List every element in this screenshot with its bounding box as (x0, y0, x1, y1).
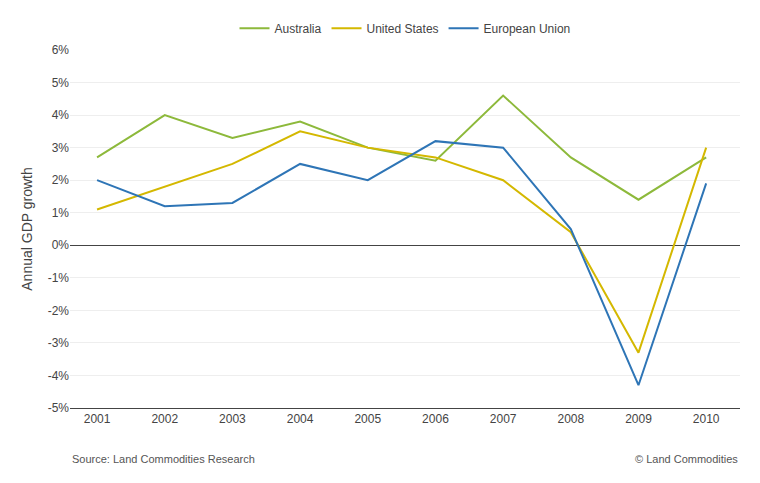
svg-text:2007: 2007 (490, 412, 517, 426)
svg-text:-3%: -3% (48, 336, 70, 350)
svg-text:2%: 2% (52, 173, 70, 187)
svg-text:-2%: -2% (48, 304, 70, 318)
svg-text:2004: 2004 (287, 412, 314, 426)
svg-text:United States: United States (367, 22, 439, 36)
svg-text:© Land Commodities: © Land Commodities (635, 453, 738, 465)
svg-text:2009: 2009 (625, 412, 652, 426)
svg-text:2002: 2002 (151, 412, 178, 426)
svg-text:3%: 3% (52, 141, 70, 155)
svg-text:4%: 4% (52, 108, 70, 122)
svg-text:Australia: Australia (275, 22, 322, 36)
svg-text:2006: 2006 (422, 412, 449, 426)
svg-text:-4%: -4% (48, 369, 70, 383)
svg-text:6%: 6% (52, 43, 70, 57)
svg-text:2001: 2001 (84, 412, 111, 426)
svg-text:1%: 1% (52, 206, 70, 220)
svg-text:-1%: -1% (48, 271, 70, 285)
svg-text:-5%: -5% (48, 401, 70, 415)
svg-text:Annual GDP growth: Annual GDP growth (19, 167, 35, 290)
svg-text:2003: 2003 (219, 412, 246, 426)
svg-text:2010: 2010 (693, 412, 720, 426)
svg-text:5%: 5% (52, 76, 70, 90)
svg-text:2005: 2005 (354, 412, 381, 426)
svg-text:2008: 2008 (557, 412, 584, 426)
svg-text:0%: 0% (52, 238, 70, 252)
svg-text:European Union: European Union (484, 22, 571, 36)
svg-text:Source: Land Commodities Resea: Source: Land Commodities Research (72, 453, 255, 465)
